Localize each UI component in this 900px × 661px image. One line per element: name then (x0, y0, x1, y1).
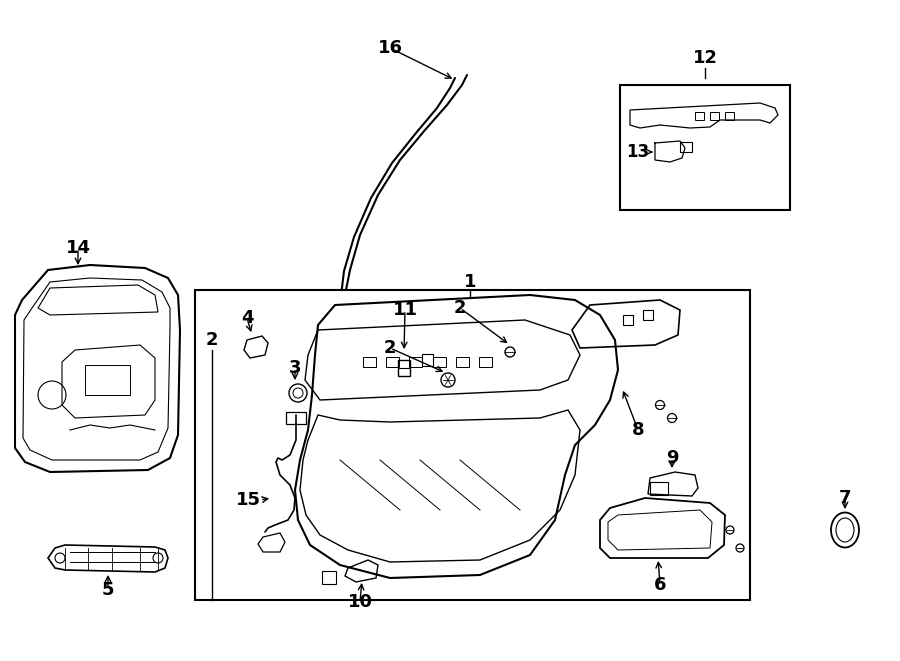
Text: 2: 2 (383, 339, 396, 357)
Bar (363, 357, 376, 367)
Bar (620, 85, 790, 210)
Bar (322, 571, 336, 584)
Text: 15: 15 (236, 491, 260, 509)
Text: 9: 9 (666, 449, 679, 467)
Bar (195, 290, 750, 600)
Text: 6: 6 (653, 576, 666, 594)
Bar (433, 357, 446, 367)
Text: 16: 16 (377, 39, 402, 57)
Text: 2: 2 (454, 299, 466, 317)
Text: 14: 14 (66, 239, 91, 257)
Bar (710, 112, 719, 120)
Text: 5: 5 (102, 581, 114, 599)
Bar (680, 142, 692, 152)
Bar (409, 357, 422, 367)
Bar (398, 360, 410, 376)
Text: 2: 2 (206, 331, 218, 349)
Text: 11: 11 (392, 301, 418, 319)
Bar (286, 412, 306, 424)
Text: 1: 1 (464, 273, 476, 291)
Text: 10: 10 (347, 593, 373, 611)
Text: 7: 7 (839, 489, 851, 507)
Bar (643, 310, 653, 320)
Bar (479, 357, 492, 367)
Text: 8: 8 (632, 421, 644, 439)
Bar (456, 357, 469, 367)
Text: 13: 13 (626, 143, 650, 161)
Text: 12: 12 (692, 49, 717, 67)
Bar (85, 365, 130, 395)
Bar (695, 112, 704, 120)
Bar (650, 482, 668, 495)
Text: 3: 3 (289, 359, 302, 377)
Bar (386, 357, 399, 367)
Bar (422, 354, 433, 366)
Bar (623, 315, 633, 325)
Text: 4: 4 (241, 309, 253, 327)
Bar (725, 112, 734, 120)
